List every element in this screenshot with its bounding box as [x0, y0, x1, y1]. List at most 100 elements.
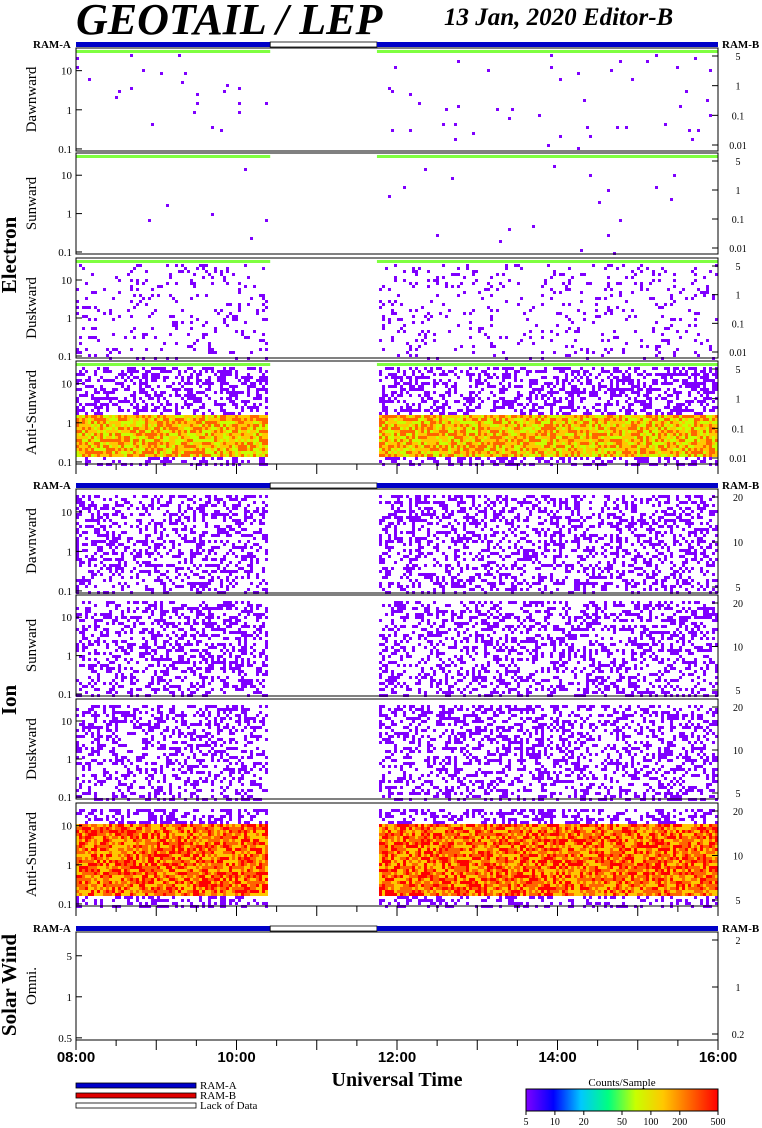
count-cell: [88, 430, 91, 433]
count-cell: [619, 439, 622, 442]
count-cell: [118, 400, 121, 403]
count-cell: [697, 412, 700, 415]
count-cell: [85, 460, 88, 463]
count-cell: [607, 418, 610, 421]
count-cell: [130, 433, 133, 436]
count-cell: [217, 421, 220, 424]
count-cell: [169, 315, 172, 318]
count-cell: [481, 433, 484, 436]
count-cell: [154, 457, 157, 460]
count-cell: [613, 418, 616, 421]
count-cell: [703, 433, 706, 436]
count-cell: [598, 430, 601, 433]
count-cell: [628, 454, 631, 457]
count-cell: [115, 445, 118, 448]
count-cell: [595, 415, 598, 418]
count-cell: [430, 433, 433, 436]
count-cell: [214, 421, 217, 424]
count-cell: [157, 430, 160, 433]
count-cell: [454, 439, 457, 442]
count-cell: [238, 445, 241, 448]
count-cell: [235, 457, 238, 460]
count-cell: [493, 439, 496, 442]
count-cell: [487, 69, 490, 72]
count-cell: [430, 442, 433, 445]
count-cell: [547, 430, 550, 433]
count-cell: [79, 442, 82, 445]
count-cell: [394, 430, 397, 433]
count-cell: [454, 273, 457, 276]
count-cell: [247, 376, 250, 379]
count-cell: [121, 531, 124, 534]
count-cell: [457, 294, 460, 297]
count-cell: [94, 451, 97, 454]
count-cell: [619, 433, 622, 436]
count-cell: [106, 433, 109, 436]
count-cell: [436, 454, 439, 457]
count-cell: [562, 439, 565, 442]
count-cell: [640, 457, 643, 460]
count-cell: [157, 367, 160, 370]
count-cell: [622, 406, 625, 409]
count-cell: [484, 436, 487, 439]
count-cell: [637, 400, 640, 403]
count-cell: [169, 294, 172, 297]
count-cell: [130, 418, 133, 421]
count-cell: [538, 448, 541, 451]
count-cell: [478, 379, 481, 382]
count-cell: [82, 424, 85, 427]
count-cell: [88, 525, 91, 528]
count-cell: [121, 451, 124, 454]
count-cell: [682, 436, 685, 439]
count-cell: [241, 445, 244, 448]
count-cell: [520, 424, 523, 427]
count-cell: [241, 442, 244, 445]
count-cell: [400, 379, 403, 382]
count-cell: [592, 388, 595, 391]
count-cell: [112, 540, 115, 543]
count-cell: [190, 282, 193, 285]
count-cell: [622, 430, 625, 433]
count-cell: [88, 460, 91, 463]
count-cell: [610, 382, 613, 385]
count-cell: [454, 430, 457, 433]
count-cell: [175, 415, 178, 418]
count-cell: [220, 457, 223, 460]
count-cell: [406, 376, 409, 379]
count-cell: [409, 93, 412, 96]
count-cell: [586, 448, 589, 451]
count-cell: [400, 436, 403, 439]
count-cell: [571, 406, 574, 409]
count-cell: [664, 430, 667, 433]
chart-date-editor: 13 Jan, 2020 Editor-B: [444, 4, 674, 31]
count-cell: [460, 436, 463, 439]
count-cell: [544, 430, 547, 433]
count-cell: [568, 427, 571, 430]
count-cell: [478, 406, 481, 409]
count-cell: [520, 427, 523, 430]
count-cell: [565, 285, 568, 288]
count-cell: [445, 451, 448, 454]
count-cell: [598, 385, 601, 388]
count-cell: [178, 427, 181, 430]
count-cell: [124, 454, 127, 457]
count-cell: [94, 391, 97, 394]
count-cell: [190, 391, 193, 394]
count-cell: [262, 309, 265, 312]
count-cell: [571, 436, 574, 439]
count-cell: [85, 454, 88, 457]
count-cell: [652, 415, 655, 418]
count-cell: [202, 333, 205, 336]
count-cell: [625, 418, 628, 421]
count-cell: [415, 427, 418, 430]
count-cell: [250, 237, 253, 240]
count-cell: [76, 531, 79, 534]
count-cell: [565, 427, 568, 430]
count-cell: [175, 454, 178, 457]
count-cell: [679, 439, 682, 442]
count-cell: [433, 418, 436, 421]
count-cell: [133, 415, 136, 418]
count-cell: [454, 421, 457, 424]
count-cell: [202, 367, 205, 370]
count-cell: [82, 427, 85, 430]
